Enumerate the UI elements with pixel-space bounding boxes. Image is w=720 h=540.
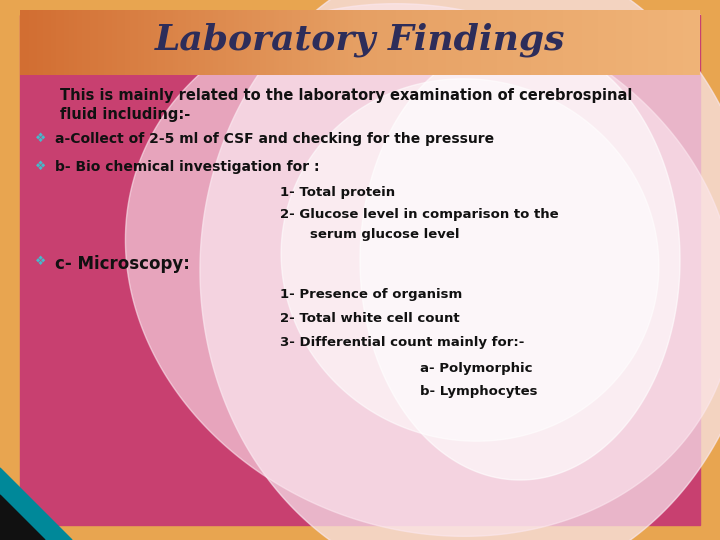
Text: c- Microscopy:: c- Microscopy: (55, 255, 190, 273)
Text: ❖: ❖ (35, 160, 46, 173)
Text: b- Lymphocytes: b- Lymphocytes (420, 385, 538, 398)
Polygon shape (360, 40, 680, 480)
Polygon shape (125, 4, 720, 536)
Polygon shape (0, 495, 45, 540)
Polygon shape (0, 468, 72, 540)
Text: 3- Differential count mainly for:-: 3- Differential count mainly for:- (280, 336, 524, 349)
Text: 2- Glucose level in comparison to the: 2- Glucose level in comparison to the (280, 208, 559, 221)
Text: b- Bio chemical investigation for :: b- Bio chemical investigation for : (55, 160, 320, 174)
Text: This is mainly related to the laboratory examination of cerebrospinal: This is mainly related to the laboratory… (60, 88, 632, 103)
Text: 2- Total white cell count: 2- Total white cell count (280, 312, 459, 325)
Text: ❖: ❖ (35, 255, 46, 268)
Text: a-Collect of 2-5 ml of CSF and checking for the pressure: a-Collect of 2-5 ml of CSF and checking … (55, 132, 494, 146)
Text: a- Polymorphic: a- Polymorphic (420, 362, 533, 375)
Text: serum glucose level: serum glucose level (310, 228, 459, 241)
Polygon shape (281, 79, 659, 441)
Text: ❖: ❖ (35, 132, 46, 145)
Bar (20, 75, 700, 525)
Text: 1- Presence of organism: 1- Presence of organism (280, 288, 462, 301)
Text: Laboratory Findings: Laboratory Findings (155, 23, 565, 57)
Text: fluid including:-: fluid including:- (60, 107, 190, 122)
Text: 1- Total protein: 1- Total protein (280, 186, 395, 199)
Polygon shape (200, 0, 720, 540)
